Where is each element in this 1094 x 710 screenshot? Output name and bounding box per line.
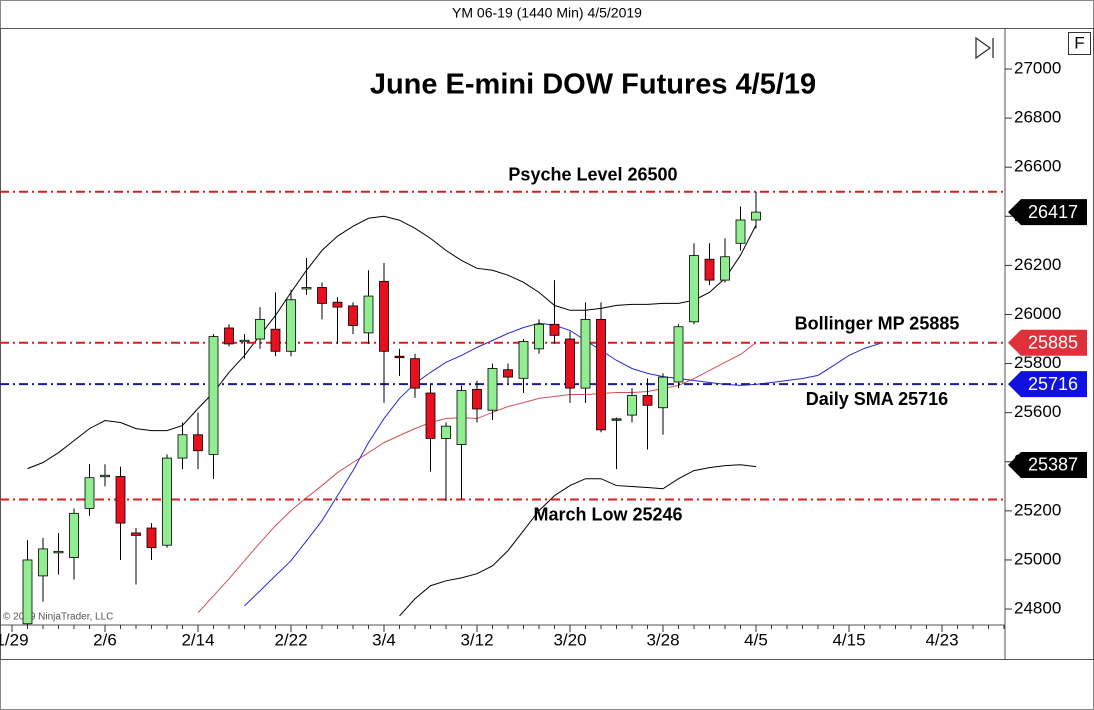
candle-body: [425, 392, 436, 439]
candle-body: [239, 339, 250, 343]
candle-body: [456, 390, 467, 445]
candle-body: [348, 305, 358, 326]
candle-body: [317, 287, 327, 304]
price-marker-label: 25387: [1028, 455, 1078, 475]
x-tick-label: 2/14: [181, 630, 214, 649]
candle-body: [689, 255, 699, 323]
candle-body: [658, 376, 668, 409]
x-tick-label: 4/15: [832, 630, 865, 649]
candle-body: [177, 434, 188, 459]
overlay-line: [399, 464, 757, 617]
x-tick-label: 3/28: [646, 630, 679, 649]
candle-body: [549, 323, 560, 336]
candle-body: [503, 369, 513, 378]
candle-body: [673, 326, 684, 383]
x-tick-label: 3/20: [553, 630, 586, 649]
candle-body: [301, 287, 312, 290]
candle-body: [332, 301, 343, 308]
price-marker-label: 25885: [1028, 332, 1078, 352]
y-tick-label: 26600: [1014, 157, 1061, 176]
x-tick-label: 2/22: [274, 630, 307, 649]
panel-button[interactable]: [1068, 32, 1091, 55]
x-tick-label: 1/29: [0, 630, 29, 649]
candle-body: [255, 318, 265, 340]
candle-body: [518, 341, 529, 379]
y-tick-label: 26800: [1014, 108, 1061, 127]
level-label: Daily SMA 25716: [806, 389, 948, 409]
price-marker: [1008, 199, 1087, 226]
candle-body: [627, 395, 637, 416]
price-marker-label: 26417: [1028, 202, 1078, 222]
candle-body: [751, 211, 761, 221]
x-tick-label: 2/6: [93, 630, 117, 649]
candle-body: [596, 318, 606, 431]
y-tick-label: 25600: [1014, 402, 1061, 421]
y-tick-label: 25800: [1014, 353, 1061, 372]
candle-body: [704, 258, 715, 281]
candle-body: [38, 548, 48, 577]
candle-body: [363, 295, 374, 334]
y-tick-label: 25000: [1014, 549, 1061, 568]
candle-body: [565, 338, 575, 389]
candle-body: [22, 559, 33, 625]
candle-body: [642, 395, 653, 406]
overlay-line: [244, 322, 881, 607]
candle-body: [131, 532, 141, 536]
candle-body: [100, 474, 110, 478]
candle-body: [53, 550, 64, 554]
candle-body: [441, 425, 451, 439]
y-tick-label: 27000: [1014, 58, 1061, 77]
candle-body: [286, 299, 296, 352]
panel-button-label[interactable]: F: [1074, 33, 1084, 52]
level-label: Psyche Level 26500: [508, 164, 677, 184]
x-tick-label: 4/23: [925, 630, 958, 649]
candle-body: [379, 280, 389, 352]
chart-title: June E-mini DOW Futures 4/5/19: [370, 69, 816, 101]
candle-body: [162, 457, 172, 546]
candle-body: [611, 418, 622, 421]
y-tick-label: 25200: [1014, 500, 1061, 519]
price-marker: [1008, 371, 1087, 398]
candle-body: [735, 219, 746, 244]
candle-body: [487, 368, 498, 411]
candle-body: [84, 477, 95, 509]
overlay-line: [27, 215, 757, 470]
y-tick-label: 26200: [1014, 255, 1061, 274]
candle-body: [115, 476, 126, 524]
scroll-end-icon[interactable]: [975, 36, 994, 60]
candle-body: [534, 323, 544, 350]
y-tick-label: 26000: [1014, 304, 1061, 323]
candle-body: [270, 328, 281, 352]
x-tick-label: 3/12: [460, 630, 493, 649]
price-marker: [1008, 451, 1087, 478]
candle-body: [472, 388, 482, 410]
copyright: © 2019 NinjaTrader, LLC: [3, 612, 113, 623]
candle-body: [224, 327, 234, 345]
candle-body: [720, 256, 730, 281]
level-label: March Low 25246: [533, 504, 682, 524]
x-tick-label: 3/4: [372, 630, 396, 649]
x-tick-label: 4/5: [744, 630, 768, 649]
candle-body: [193, 434, 203, 452]
instrument-header: YM 06-19 (1440 Min) 4/5/2019: [452, 5, 642, 21]
candle-body: [394, 355, 405, 359]
price-marker: [1008, 329, 1087, 356]
candle-body: [69, 512, 79, 558]
level-label: Bollinger MP 25885: [795, 313, 960, 333]
plot-area: [0, 190, 1005, 625]
candle-body: [580, 318, 591, 389]
y-tick-label: 24800: [1014, 599, 1061, 618]
candle-body: [146, 527, 157, 549]
candle-body: [410, 358, 420, 389]
price-marker-label: 25716: [1028, 374, 1078, 394]
candle-body: [208, 336, 219, 455]
